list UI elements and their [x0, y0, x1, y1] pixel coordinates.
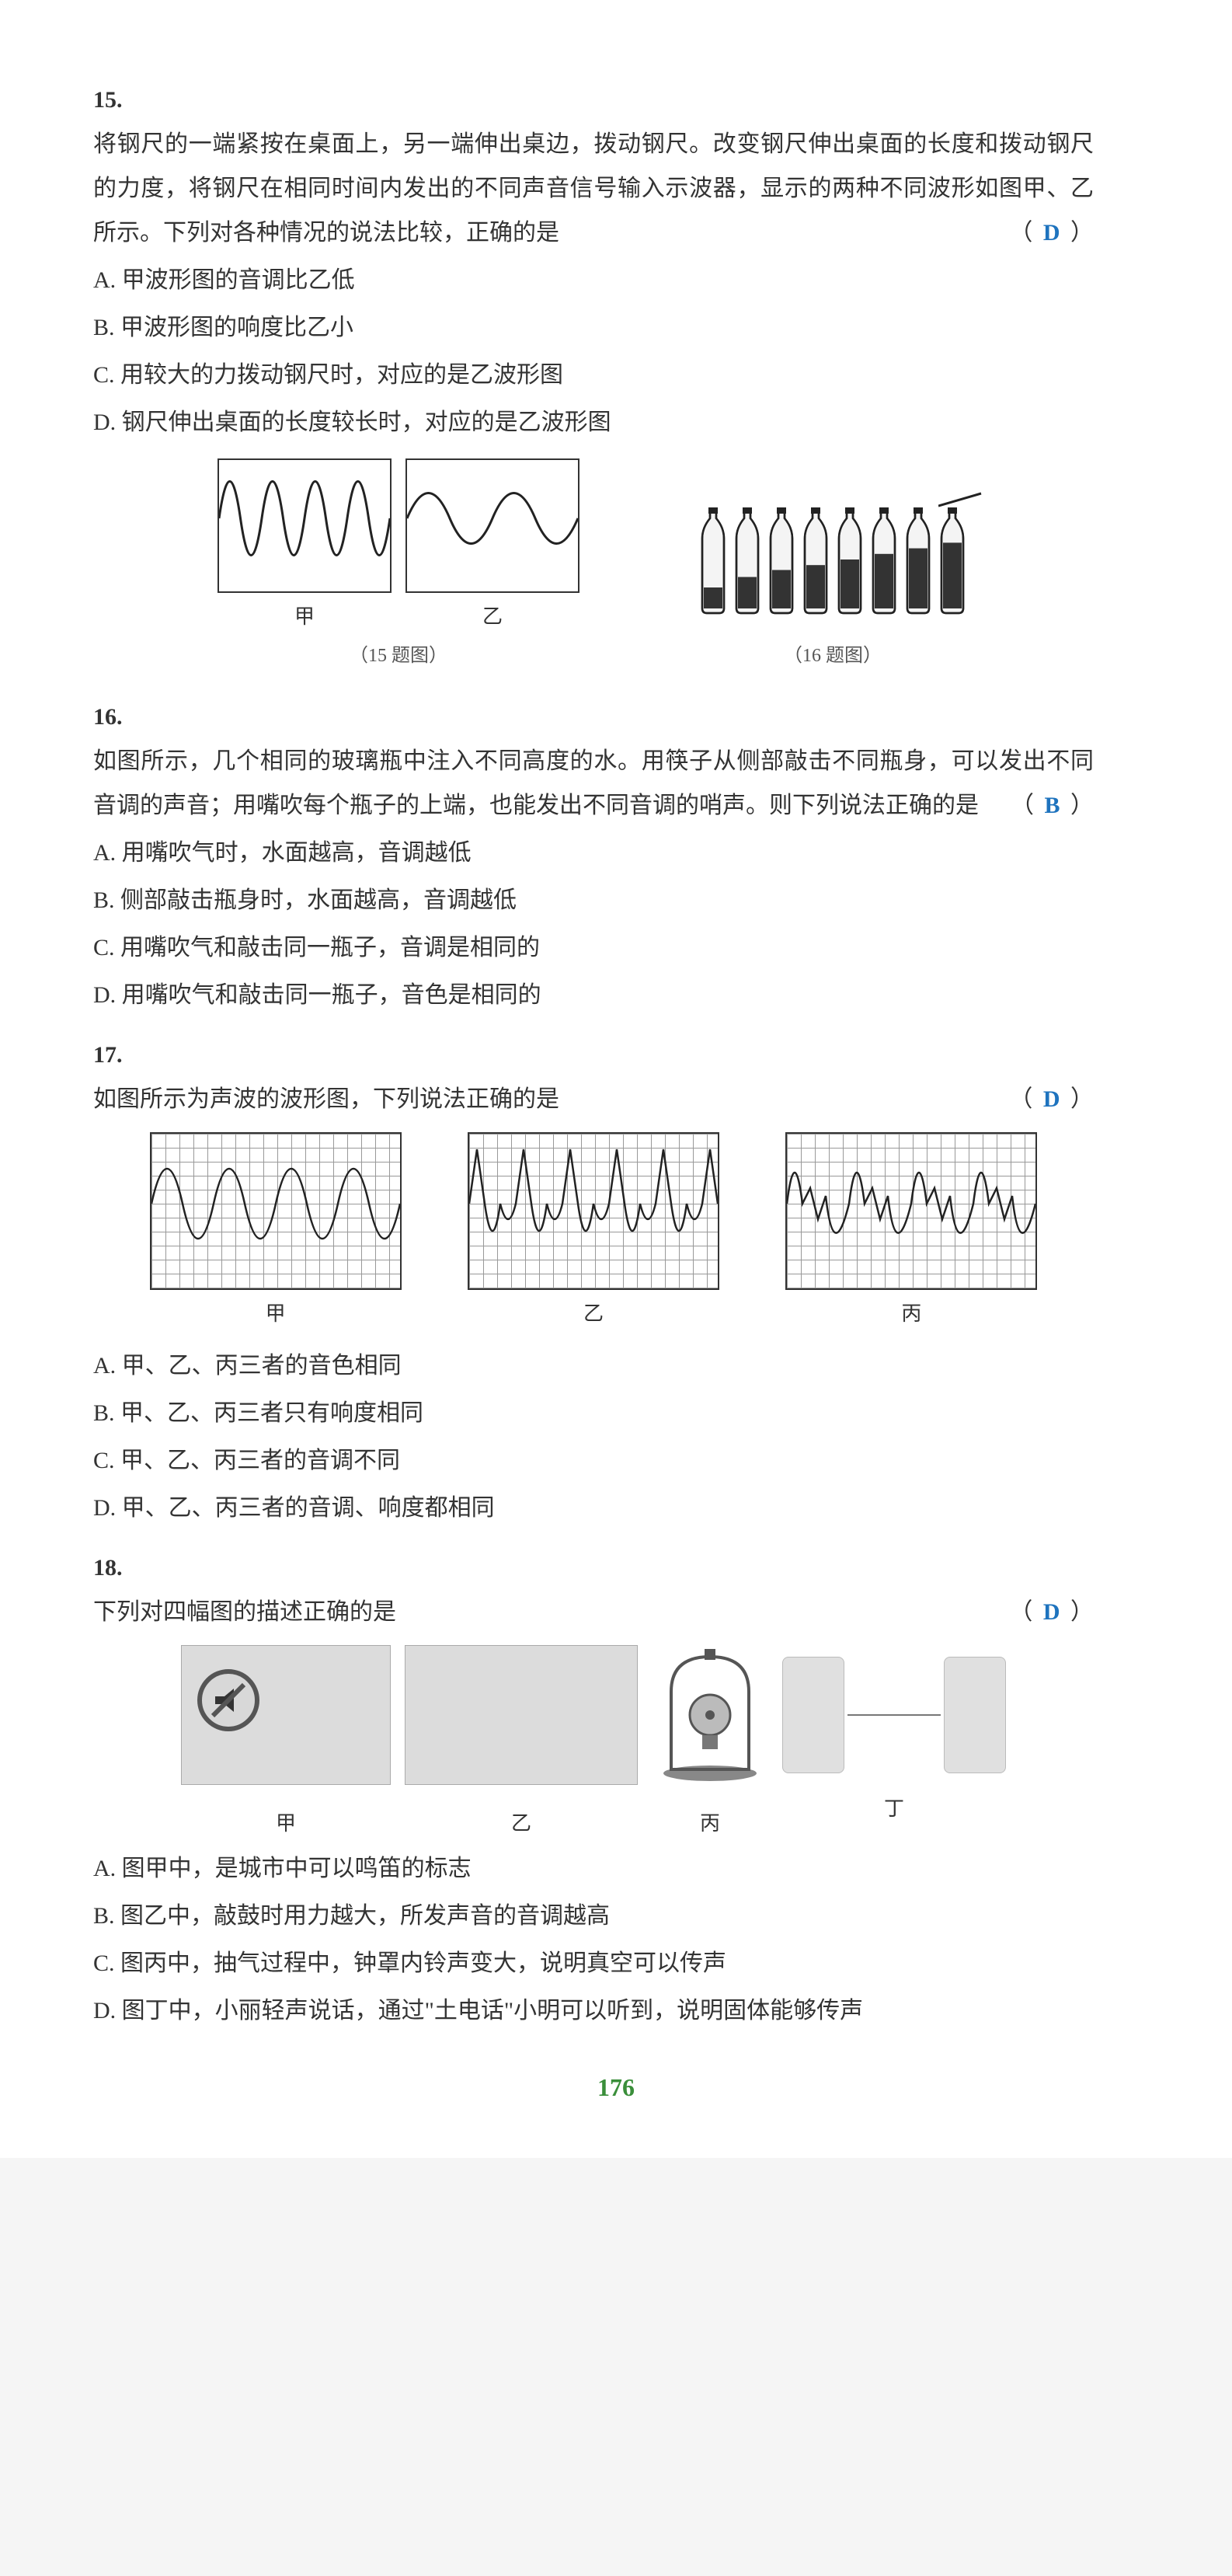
question-stem: 如图所示为声波的波形图，下列说法正确的是 （ D ）	[93, 1077, 1094, 1121]
bottle-icon	[699, 507, 727, 616]
bottle-icon	[836, 507, 864, 616]
figure-row-17: 甲 乙 丙	[124, 1132, 1063, 1333]
option-a: A. 甲、乙、丙三者的音色相同	[93, 1344, 1094, 1388]
figure-15: 甲 乙 （15 题图）	[218, 458, 579, 675]
drumming-photo	[405, 1645, 638, 1785]
figure-18-bing: 丙	[652, 1645, 768, 1842]
figure-row-15-16: 甲 乙 （15 题图）	[93, 458, 1094, 675]
option-c: C. 甲、乙、丙三者的音调不同	[93, 1438, 1094, 1483]
bottle-icon	[904, 507, 932, 616]
bottle-icon	[767, 507, 795, 616]
bottle-icon	[938, 507, 966, 616]
question-16: 16. 如图所示，几个相同的玻璃瓶中注入不同高度的水。用筷子从侧部敲击不同瓶身，…	[93, 695, 1139, 1017]
option-b: B. 侧部敲击瓶身时，水面越高，音调越低	[93, 878, 1094, 922]
question-17: 17. 如图所示为声波的波形图，下列说法正确的是 （ D ） 甲	[93, 1033, 1139, 1530]
answer-slot: （ D ）	[1009, 1590, 1094, 1634]
waveform-17-bing	[785, 1132, 1037, 1290]
bottle-icon	[870, 507, 898, 616]
waveform-17-jia	[150, 1132, 402, 1290]
option-a: A. 图甲中，是城市中可以鸣笛的标志	[93, 1846, 1094, 1891]
question-15: 15. 将钢尺的一端紧按在桌面上，另一端伸出桌边，拨动钢尺。改变钢尺伸出桌面的长…	[93, 78, 1139, 679]
figure-18-ding: 丁	[782, 1645, 1006, 1842]
question-number: 15.	[93, 78, 138, 122]
option-b: B. 甲、乙、丙三者只有响度相同	[93, 1391, 1094, 1435]
option-a: A. 甲波形图的音调比乙低	[93, 258, 1094, 302]
figure-row-18: 甲 乙	[93, 1645, 1094, 1842]
answer-letter: D	[1039, 1599, 1065, 1625]
child-right-icon	[944, 1657, 1006, 1773]
no-horn-sign-icon	[197, 1669, 259, 1731]
page-number: 176	[93, 2064, 1139, 2111]
question-stem: 将钢尺的一端紧按在桌面上，另一端伸出桌边，拨动钢尺。改变钢尺伸出桌面的长度和拨动…	[93, 122, 1094, 255]
answer-letter: D	[1039, 220, 1065, 246]
answer-slot: （ D ）	[1009, 1077, 1094, 1121]
question-stem: 如图所示，几个相同的玻璃瓶中注入不同高度的水。用筷子从侧部敲击不同瓶身，可以发出…	[93, 739, 1094, 828]
bottle-icon	[733, 507, 761, 616]
worksheet-page: 15. 将钢尺的一端紧按在桌面上，另一端伸出桌边，拨动钢尺。改变钢尺伸出桌面的长…	[0, 0, 1232, 2158]
answer-slot: （ D ）	[1009, 211, 1094, 255]
figure-16: （16 题图）	[696, 507, 969, 675]
option-a: A. 用嘴吹气时，水面越高，音调越低	[93, 831, 1094, 875]
waveform-17-yi	[468, 1132, 719, 1290]
question-number: 16.	[93, 695, 138, 739]
option-d: D. 用嘴吹气和敲击同一瓶子，音色是相同的	[93, 973, 1094, 1017]
waveform-yi	[405, 458, 579, 593]
answer-letter: B	[1039, 793, 1064, 818]
question-stem: 下列对四幅图的描述正确的是 （ D ）	[93, 1590, 1094, 1634]
option-d: D. 图丁中，小丽轻声说话，通过"土电话"小明可以听到，说明固体能够传声	[93, 1989, 1094, 2033]
option-b: B. 甲波形图的响度比乙小	[93, 305, 1094, 350]
figure-18-jia: 甲	[181, 1645, 391, 1842]
option-b: B. 图乙中，敲鼓时用力越大，所发声音的音调越高	[93, 1894, 1094, 1938]
bell-jar-icon	[652, 1645, 768, 1800]
option-c: C. 图丙中，抽气过程中，钟罩内铃声变大，说明真空可以传声	[93, 1941, 1094, 1985]
option-c: C. 用较大的力拨动钢尺时，对应的是乙波形图	[93, 353, 1094, 397]
option-c: C. 用嘴吹气和敲击同一瓶子，音调是相同的	[93, 925, 1094, 970]
bottle-row	[696, 507, 969, 631]
bottle-icon	[802, 507, 830, 616]
answer-slot: （ B ）	[1011, 783, 1094, 828]
answer-letter: D	[1039, 1086, 1065, 1112]
question-18: 18. 下列对四幅图的描述正确的是 （ D ）	[93, 1546, 1139, 2032]
question-number: 17.	[93, 1033, 138, 1077]
option-d: D. 钢尺伸出桌面的长度较长时，对应的是乙波形图	[93, 400, 1094, 444]
question-number: 18.	[93, 1546, 138, 1590]
figure-18-yi: 乙	[405, 1645, 638, 1842]
option-d: D. 甲、乙、丙三者的音调、响度都相同	[93, 1486, 1094, 1530]
child-left-icon	[782, 1657, 844, 1773]
waveform-jia	[218, 458, 392, 593]
